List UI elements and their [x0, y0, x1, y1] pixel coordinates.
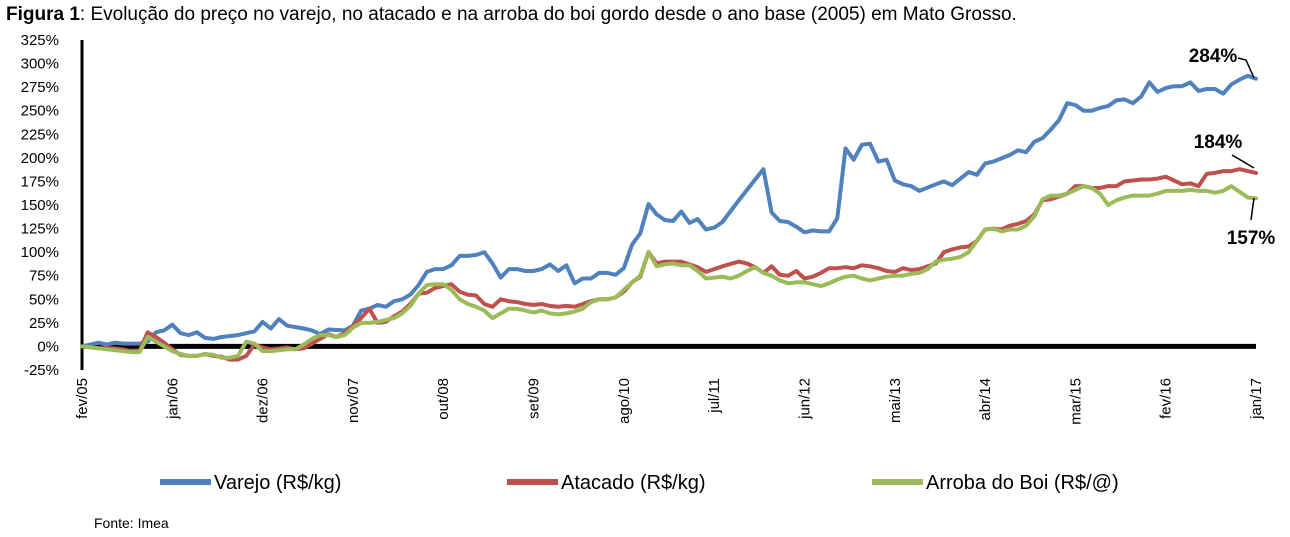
y-tick-label: 200%: [21, 150, 59, 167]
x-tick-label: fev/16: [1158, 378, 1175, 419]
annotations: 284% 184% 157%: [1189, 46, 1276, 249]
y-tick-label: 325%: [21, 32, 59, 49]
y-tick-label: 175%: [21, 173, 59, 190]
axes: [80, 40, 1256, 370]
x-tick-label: set/09: [526, 378, 543, 419]
x-tick-label: dez/06: [255, 378, 272, 423]
y-tick-label: 125%: [21, 221, 59, 238]
legend-label: Atacado (R$/kg): [561, 472, 706, 494]
annotation-leader: [1231, 154, 1255, 169]
legend-label: Arroba do Boi (R$/@): [926, 472, 1119, 494]
y-tick-label: 225%: [21, 126, 59, 143]
y-tick-label: 0%: [37, 338, 59, 355]
x-tick-label: jun/12: [796, 378, 813, 420]
y-tick-label: 25%: [29, 315, 59, 332]
x-tick-label: jan/17: [1248, 378, 1265, 420]
y-tick-label: 150%: [21, 197, 59, 214]
x-axis-tick-labels: fev/05 jan/06 dez/06 nov/07 out/08 set/09 ago/…: [74, 378, 1265, 425]
figure-label: Figura 1: [6, 4, 80, 25]
y-axis-tick-labels: -25% 0% 25% 50% 75% 100% 125% 150% 175% 200% 225% 2…: [21, 32, 59, 379]
x-tick-label: out/08: [435, 378, 452, 420]
annotation-leader: [1237, 57, 1255, 79]
annotation-label: 184%: [1194, 132, 1243, 153]
x-tick-label: nov/07: [345, 378, 362, 423]
annotation-label: 157%: [1227, 228, 1276, 249]
y-tick-label: 275%: [21, 79, 59, 96]
y-tick-label: 100%: [21, 244, 59, 261]
x-tick-label: fev/05: [74, 378, 91, 419]
x-tick-label: mai/13: [887, 378, 904, 423]
y-tick-label: -25%: [24, 362, 59, 379]
legend-label: Varejo (R$/kg): [214, 472, 341, 494]
legend: Varejo (R$/kg) Atacado (R$/kg) Arroba do B…: [160, 472, 1119, 494]
series-line-varejo-r-kg: [80, 73, 1258, 349]
figure-caption: : Evolução do preço no varejo, no atacad…: [79, 4, 1017, 25]
annotation-label: 284%: [1189, 46, 1238, 67]
x-tick-label: jan/06: [164, 378, 181, 420]
source-note: Fonte: Imea: [94, 515, 169, 531]
x-tick-label: mar/15: [1067, 378, 1084, 425]
y-tick-label: 300%: [21, 56, 59, 73]
annotation-leader: [1250, 197, 1255, 221]
figure-title: Figura 1: Evolução do preço no varejo, n…: [6, 4, 1017, 26]
series-line-arroba-do-boi-r: [80, 184, 1258, 360]
y-tick-label: 50%: [29, 291, 59, 308]
x-tick-label: ago/10: [616, 378, 633, 424]
series-lines: [80, 73, 1258, 362]
x-tick-label: jul/11: [706, 378, 723, 414]
y-tick-label: 75%: [29, 268, 59, 285]
y-tick-label: 250%: [21, 103, 59, 120]
x-tick-label: abr/14: [977, 378, 994, 421]
